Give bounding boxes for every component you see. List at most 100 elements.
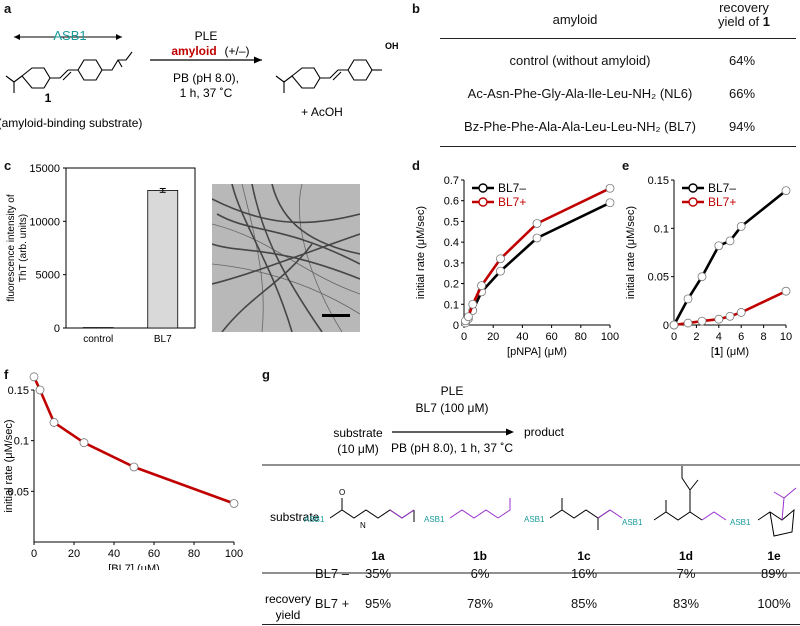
y-axis-label-f: initial rate (μM/sec) [3,419,15,512]
reagent-amyloid-suffix: (+/–) [224,44,249,58]
data-point-e-1 [683,318,693,328]
x-tick-label-f: 0 [31,548,37,560]
y-tick-label-c: 10000 [29,216,60,228]
g-yield-cell: 89% [760,566,788,581]
y-tick-label-d: 0.7 [444,175,459,187]
chart-e: 0 2 4 6 8 10 0 0.05 0.1 0.15 BL7–BL7+ [1] (μM) initi… [625,175,792,358]
y-tick-label-e: 0 [663,320,669,332]
table-b-bottom-rule [440,146,796,147]
scheme-g: PLE BL7 (100 μM) substrate (10 μM) PB (p… [262,384,800,622]
fit-curve-d-1 [464,187,611,322]
scheme-a: ASB1 1 (amyloid-binding substrate) PLE a… [0,28,399,130]
g-yield-cell: 35% [364,566,392,581]
legend-marker-d-0 [478,183,488,193]
data-point-f-0 [49,418,59,427]
x-tick-label-e: 8 [761,331,767,343]
g-yield-cell: 95% [364,596,392,611]
compound-1c: 1c [577,549,591,563]
chart-f: 0 20 40 60 80 100 0.05 0.1 0.15 [BL7] (μM) initial… [3,372,243,570]
structure-1a: ASB1 O N [304,488,415,530]
x-axis-label-d: [pNPA] (μM) [507,346,567,358]
reagent-amyloid: amyloid [171,44,216,58]
x-tick-label-e: 10 [780,331,792,343]
data-point-d-1 [605,183,615,193]
hydroxyl-label: OH [385,41,399,51]
table-b-row2-amyloid: Ac-Asn-Phe-Gly-Ala-Ile-Leu-NH₂ (NL6) [467,86,693,101]
tem-micrograph [212,184,360,332]
g-reaction-arrow-head [506,428,514,436]
condition-time: 1 h, 37 ˚C [180,86,233,100]
g-row-label: BL7 + [314,596,350,611]
panel-label-f: f [4,367,9,382]
x-axis-label-part-e: 1 [714,346,720,358]
asb1-label-1d: ASB1 [622,518,643,527]
table-b-top-rule [440,38,796,39]
data-point-f-0 [129,462,139,472]
legend-label-d-1: BL7+ [498,195,526,209]
data-point-e-1 [697,316,707,326]
y-tick-label-e: 0.15 [648,175,669,187]
fit-curve-f-0 [32,376,235,505]
data-point-e-1 [669,320,679,330]
panel-label-c: c [4,158,12,173]
data-point-e-0 [714,241,724,251]
data-point-e-1 [736,308,746,317]
structure-1b: ASB1 [424,498,511,524]
legend-label-d-0: BL7– [498,181,526,195]
structure-1c: ASB1 [524,498,623,530]
y-tick-label-d: 0.3 [444,258,459,270]
structure-1d: ASB1 [622,466,727,527]
x-tick-label-d: 0 [461,331,467,343]
y-axis-label-line-c: fluorescence intensity of [6,194,17,302]
x-tick-label-f: 80 [188,548,200,560]
data-point-d-1 [532,219,542,228]
data-point-d-1 [468,299,478,309]
substrate-1-structure [5,51,133,93]
y-tick-label-f: 0.15 [8,385,29,397]
x-tick-label-f: 100 [225,548,243,560]
panel-label-a: a [4,1,12,16]
g-yield-cell: 100% [757,596,791,611]
x-tick-label-e: 0 [671,331,677,343]
y-tick-label-d: 0.6 [444,196,459,208]
g-substrate-conc: (10 μM) [337,442,379,456]
g-recovery-label-1: recovery [265,592,311,606]
legend-label-e-0: BL7– [708,181,736,195]
g-yield-cell: 6% [470,566,490,581]
data-point-d-1 [496,254,505,264]
x-tick-label-f: 60 [148,548,160,560]
table-b-header-yield-line3: 1 [762,14,771,29]
table-b-header-yield: recovery yield of 1 [708,1,780,29]
compound-1d: 1d [679,549,693,563]
y-tick-label-e: 0.05 [648,272,669,284]
data-point-e-0 [736,222,746,231]
legend-marker-e-1 [688,197,698,207]
g-yield-cell: 7% [676,566,696,581]
x-axis-label-part-e: ] (μM) [720,346,749,358]
asb-label: ASB1 [53,28,86,43]
data-point-f-0 [79,438,89,448]
reagent-ple: PLE [195,29,218,43]
y-axis-label-e: initial rate (μM/sec) [625,206,637,299]
g-yield-cell: 78% [466,596,494,611]
legend-label-e-1: BL7+ [708,195,736,209]
table-b-row1-yield: 64% [728,53,756,68]
bar-BL7 [147,189,179,329]
x-tick-label-d: 100 [601,331,619,343]
x-tick-label-d: 80 [575,331,587,343]
data-point-e-1 [781,286,791,296]
table-b-row1-amyloid: control (without amyloid) [509,53,651,68]
data-point-d-0 [605,198,615,208]
g-product: product [524,425,565,439]
g-yield-cell: 16% [570,566,598,581]
data-point-e-1 [725,311,735,321]
g-yield-cell: 85% [570,596,598,611]
chart-c: 0 5000 10000 15000 control BL7 fluorescence in… [6,163,196,345]
compound-1a: 1a [371,549,385,563]
asb1-label-1b: ASB1 [424,515,445,524]
y-tick-label-c: 0 [54,323,60,335]
y-tick-label-d: 0.1 [444,299,459,311]
x-tick-label-e: 2 [693,331,699,343]
table-b-header-yield-line1: recovery [719,0,769,15]
x-tick-label-d: 60 [545,331,557,343]
